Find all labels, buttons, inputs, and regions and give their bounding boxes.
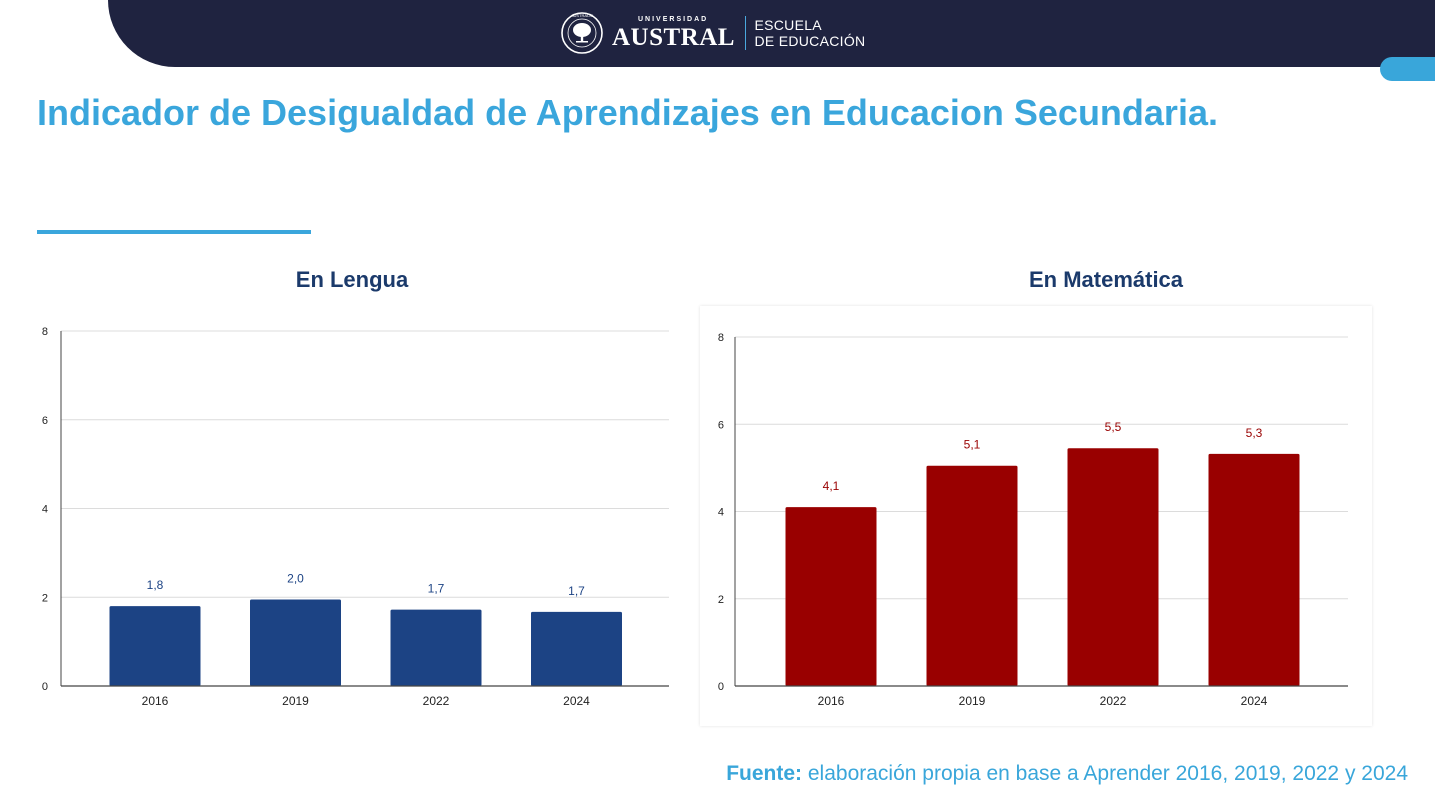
corner-tab-accent [1380,57,1435,81]
seal-text: AUSTRALIS [571,13,594,18]
lengua-bar-chart: 0 2 4 6 8 1,8 2016 2,0 2019 1,7 2022 1,7 2024 [42,326,669,708]
page-title: Indicador de Desigualdad de Aprendizajes… [37,92,1218,133]
lengua-y-tick-label: 0 [42,681,48,693]
chart-title-matematica: En Matemática [1028,267,1184,292]
matematica-bar-chart: 0 2 4 6 8 4,1 2016 5,1 2019 5,5 2022 5,3 2024 [718,332,1348,708]
lengua-bar [531,611,622,686]
school-line-1: ESCUELA [754,17,822,33]
matematica-x-tick-label: 2019 [959,694,986,708]
matematica-y-tick-label: 8 [718,332,724,344]
matematica-y-tick-label: 0 [718,681,724,693]
lengua-y-tick-label: 8 [42,326,48,338]
matematica-bar [785,507,877,686]
matematica-bar [926,465,1018,686]
source-note: Fuente: elaboración propia en base a Apr… [726,762,1408,786]
matematica-y-tick-label: 6 [718,419,724,431]
matematica-x-tick-label: 2022 [1100,694,1127,708]
matematica-x-tick-label: 2024 [1241,694,1268,708]
lengua-bar [250,599,341,686]
title-underline [37,230,311,234]
university-name: AUSTRAL [612,24,735,51]
matematica-data-label: 4,1 [823,479,840,493]
header-band [108,0,1435,67]
matematica-bar [1067,448,1159,686]
university-small-text: UNIVERSIDAD [638,16,709,23]
lengua-y-tick-label: 4 [42,504,48,516]
school-line-2: DE EDUCACIÓN [754,33,866,49]
school-name: ESCUELA DE EDUCACIÓN [754,17,865,49]
lengua-y-tick-label: 6 [42,415,48,427]
matematica-data-label: 5,3 [1246,426,1263,440]
source-label: Fuente: [726,762,803,785]
lengua-bar [390,609,482,686]
matematica-data-label: 5,5 [1105,420,1122,434]
lengua-data-label: 1,7 [428,582,445,596]
lengua-x-tick-label: 2016 [142,694,169,708]
chart-title-lengua: En Lengua [295,267,409,292]
matematica-y-tick-label: 4 [718,507,724,519]
lengua-bar [109,606,201,686]
lengua-x-tick-label: 2022 [423,694,450,708]
source-text: elaboración propia en base a Aprender 20… [807,762,1408,785]
lengua-data-label: 2,0 [287,571,304,585]
university-logo: AUSTRALIS UNIVERSIDAD AUSTRAL ESCUELA DE… [560,6,865,60]
matematica-x-tick-label: 2016 [818,694,845,708]
matematica-data-label: 5,1 [964,438,981,452]
matematica-y-tick-label: 2 [718,594,724,606]
lengua-y-tick-label: 2 [42,592,48,604]
lengua-data-label: 1,8 [147,578,164,592]
matematica-bar [1208,453,1300,686]
logo-divider [744,16,747,50]
tree-seal-icon: AUSTRALIS [561,12,603,54]
lengua-x-tick-label: 2019 [282,694,309,708]
lengua-data-label: 1,7 [568,584,585,598]
lengua-x-tick-label: 2024 [563,694,590,708]
